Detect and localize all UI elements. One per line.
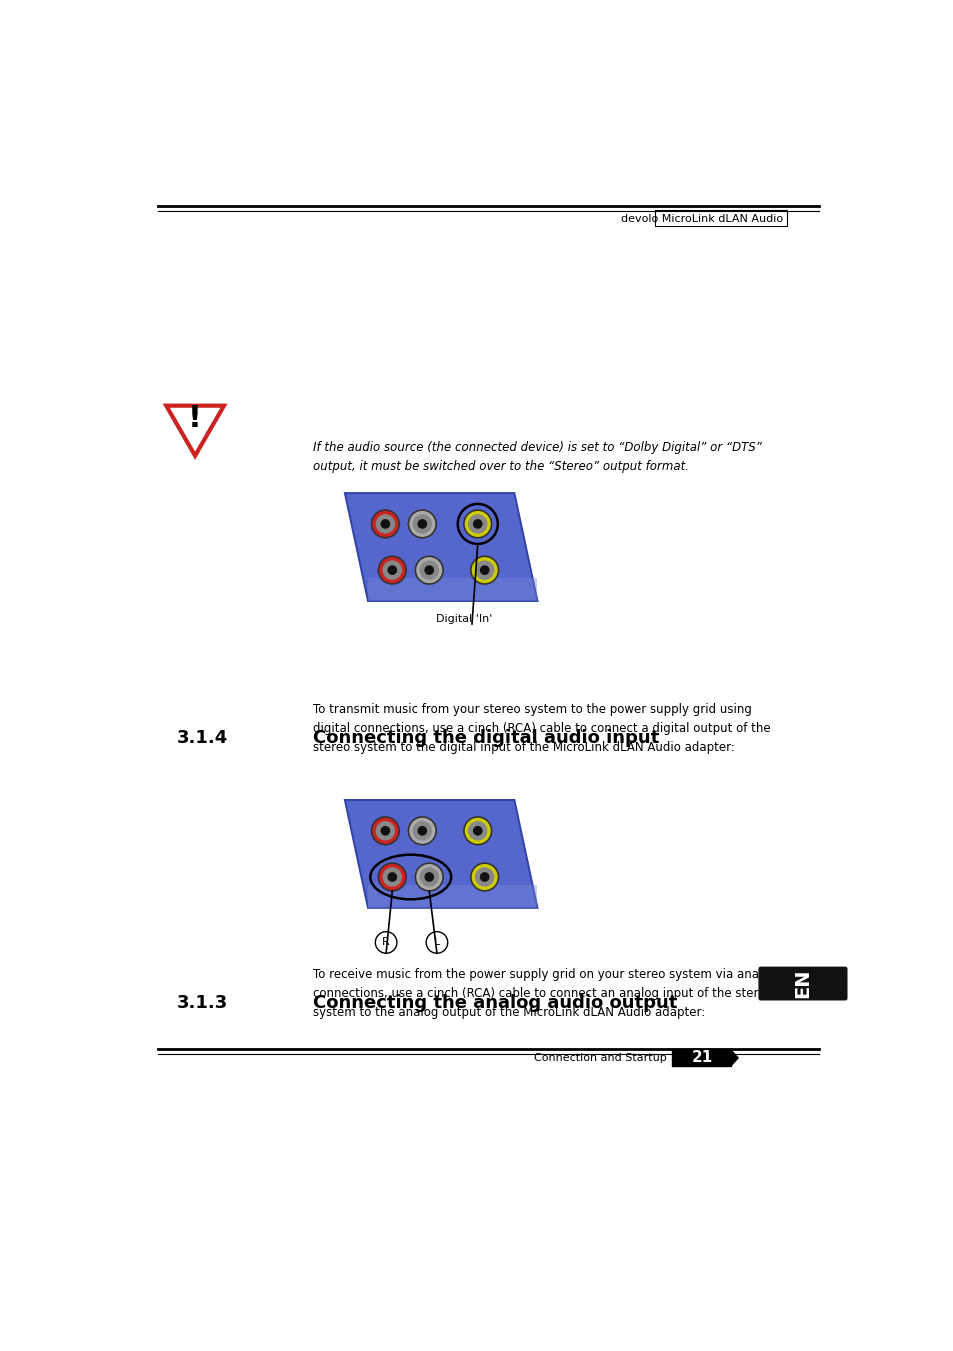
FancyBboxPatch shape xyxy=(758,966,846,1001)
Circle shape xyxy=(408,817,436,844)
Circle shape xyxy=(371,817,398,844)
FancyBboxPatch shape xyxy=(671,1048,731,1067)
Text: 3.1.4: 3.1.4 xyxy=(176,730,228,747)
Circle shape xyxy=(415,557,442,584)
Circle shape xyxy=(475,867,494,886)
Circle shape xyxy=(479,873,489,882)
Circle shape xyxy=(382,867,401,886)
Text: L: L xyxy=(434,938,439,947)
Circle shape xyxy=(471,863,498,890)
Text: devolo MicroLink dLAN Audio: devolo MicroLink dLAN Audio xyxy=(620,213,782,224)
Text: Connection and Startup: Connection and Startup xyxy=(533,1052,666,1063)
Text: To receive music from the power supply grid on your stereo system via analog
con: To receive music from the power supply g… xyxy=(313,969,776,1019)
Text: 21: 21 xyxy=(691,1051,712,1066)
Circle shape xyxy=(375,932,396,954)
Circle shape xyxy=(380,825,390,836)
Text: R: R xyxy=(382,938,390,947)
Text: If the audio source (the connected device) is set to “Dolby Digital” or “DTS”
ou: If the audio source (the connected devic… xyxy=(313,442,760,473)
Polygon shape xyxy=(368,578,537,601)
Circle shape xyxy=(424,873,434,882)
Circle shape xyxy=(382,561,401,580)
Text: Digital 'In': Digital 'In' xyxy=(436,613,492,624)
Circle shape xyxy=(475,561,494,580)
Circle shape xyxy=(471,557,498,584)
Text: 3.1.3: 3.1.3 xyxy=(176,994,228,1012)
Polygon shape xyxy=(731,1050,739,1066)
Circle shape xyxy=(479,565,489,576)
Circle shape xyxy=(419,867,438,886)
Circle shape xyxy=(378,863,406,890)
Circle shape xyxy=(413,821,432,840)
Circle shape xyxy=(426,932,447,954)
Text: EN: EN xyxy=(793,969,812,998)
Circle shape xyxy=(424,565,434,576)
Polygon shape xyxy=(345,493,537,601)
Circle shape xyxy=(387,565,396,576)
Circle shape xyxy=(468,515,487,534)
Circle shape xyxy=(463,817,491,844)
Polygon shape xyxy=(368,885,537,908)
Circle shape xyxy=(375,821,395,840)
Text: Connecting the analog audio output: Connecting the analog audio output xyxy=(313,994,677,1012)
Circle shape xyxy=(417,519,427,528)
Polygon shape xyxy=(166,405,224,455)
Circle shape xyxy=(380,519,390,528)
Circle shape xyxy=(387,873,396,882)
Text: !: ! xyxy=(188,404,202,432)
Polygon shape xyxy=(345,800,537,908)
Circle shape xyxy=(371,511,398,538)
Circle shape xyxy=(408,511,436,538)
Circle shape xyxy=(417,825,427,836)
Circle shape xyxy=(375,515,395,534)
Circle shape xyxy=(473,825,482,836)
Circle shape xyxy=(413,515,432,534)
Circle shape xyxy=(473,519,482,528)
Circle shape xyxy=(463,511,491,538)
Circle shape xyxy=(415,863,442,890)
Text: To transmit music from your stereo system to the power supply grid using
digital: To transmit music from your stereo syste… xyxy=(313,703,769,754)
Circle shape xyxy=(378,557,406,584)
Circle shape xyxy=(468,821,487,840)
Circle shape xyxy=(419,561,438,580)
Text: Connecting the digital audio input: Connecting the digital audio input xyxy=(313,730,659,747)
